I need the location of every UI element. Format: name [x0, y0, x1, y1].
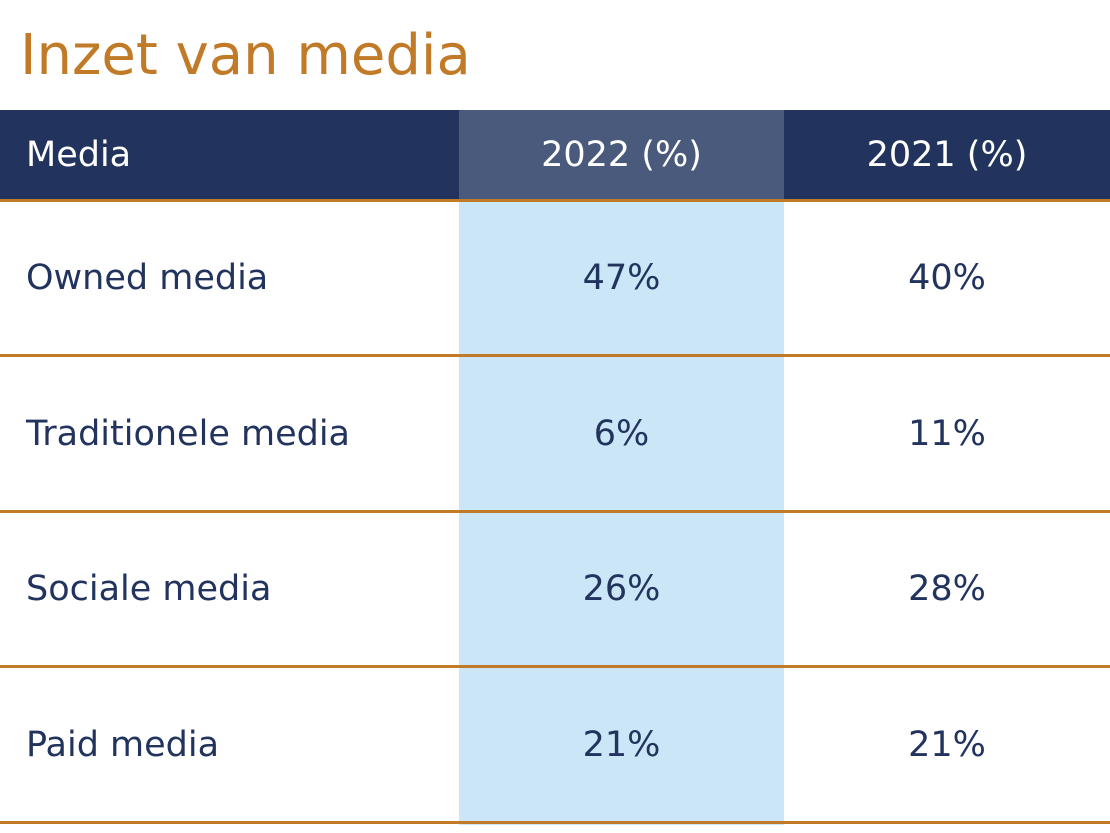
table-cell: 21% — [908, 724, 986, 765]
table-row: Owned media 47% 40% — [0, 202, 1110, 357]
table-cell: 21% — [582, 724, 661, 765]
table-row: Sociale media 26% 28% — [0, 513, 1110, 668]
header-cell: 2021 (%) — [866, 134, 1028, 175]
table-row: Paid media 21% 21% — [0, 669, 1110, 824]
table-row: Traditionele media 6% 11% — [0, 358, 1110, 513]
table-cell: 26% — [582, 569, 661, 609]
table-cell: Owned media — [26, 258, 269, 298]
table-cell: 28% — [908, 569, 986, 609]
table-cell: Paid media — [26, 724, 220, 765]
table-cell: 6% — [593, 413, 650, 454]
title: Inzet van media — [20, 23, 471, 88]
table-cell: 40% — [908, 258, 986, 298]
table-header: Media 2022 (%) 2021 (%) — [0, 110, 1110, 202]
header-highlight — [459, 110, 784, 199]
table-cell: Traditionele media — [26, 413, 350, 454]
table-cell: Sociale media — [26, 569, 272, 609]
table-cell: 11% — [908, 413, 986, 454]
column-highlight — [459, 202, 784, 825]
header-cell: 2022 (%) — [541, 134, 702, 175]
header-cell: Media — [26, 134, 132, 175]
table-cell: 47% — [582, 258, 661, 298]
